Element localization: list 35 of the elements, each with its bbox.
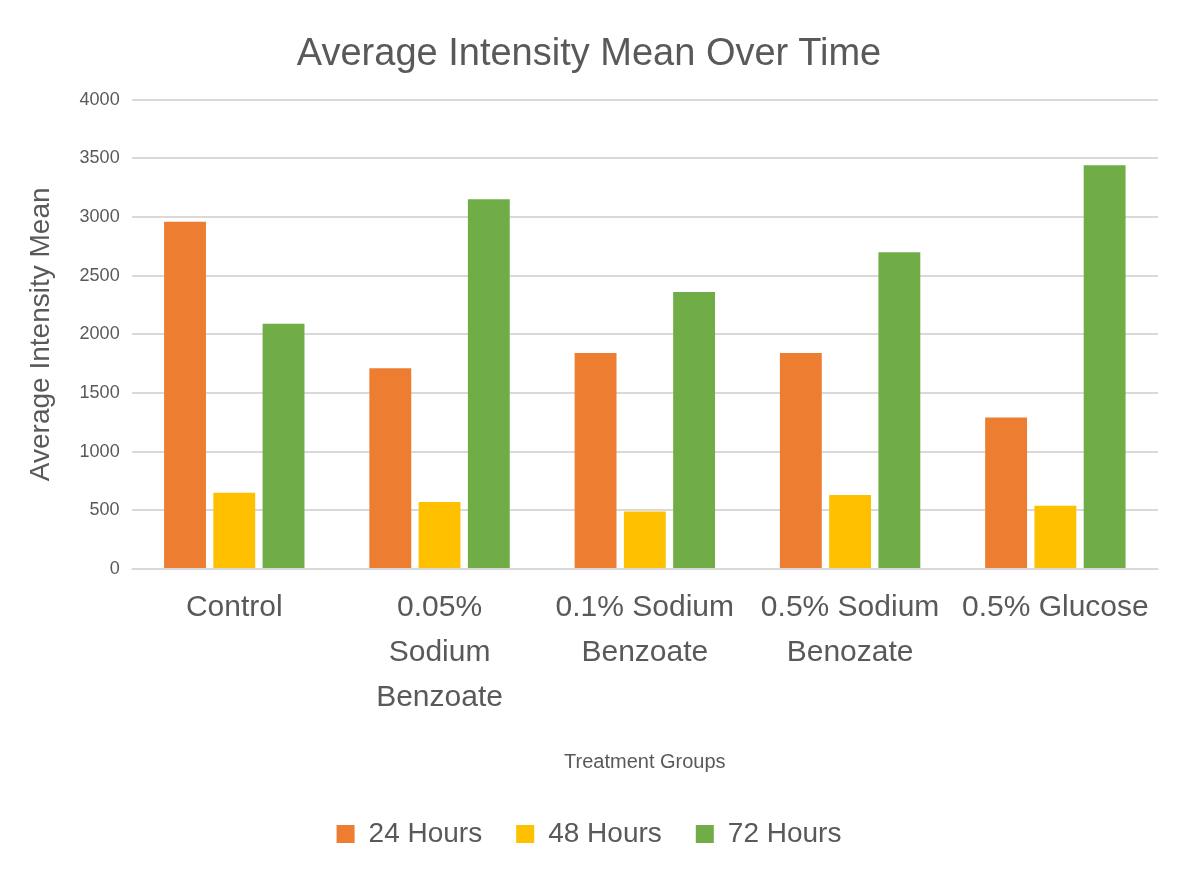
bar <box>369 368 412 568</box>
bar <box>418 502 461 568</box>
bar <box>985 417 1028 568</box>
y-axis-title: Average Intensity Mean <box>23 187 55 482</box>
x-tick-label: 0.5% Glucose <box>961 588 1149 622</box>
legend-label: 72 Hours <box>727 816 842 848</box>
y-tick-label: 1000 <box>79 440 120 461</box>
bar <box>262 323 305 568</box>
bar <box>574 353 617 568</box>
x-tick-label: 0.1% Sodium Benzoate <box>555 588 735 667</box>
y-tick-label: 3000 <box>79 205 120 226</box>
bar <box>623 511 666 568</box>
y-tick-label: 4000 <box>79 88 120 109</box>
bar <box>213 492 256 568</box>
legend-label: 24 Hours <box>368 816 483 848</box>
bar <box>878 252 921 568</box>
bar <box>673 292 716 568</box>
y-tick-label: 2000 <box>79 323 120 344</box>
x-tick-label: Control <box>185 588 283 622</box>
chart-title: Average Intensity Mean Over Time <box>296 31 882 74</box>
legend-label: 48 Hours <box>548 816 662 848</box>
y-tick-label: 2500 <box>79 264 120 285</box>
y-tick-label: 3500 <box>79 147 120 168</box>
bar <box>467 199 510 568</box>
y-tick-label: 1500 <box>79 381 120 402</box>
y-tick-label: 0 <box>109 557 120 578</box>
bar <box>829 495 872 568</box>
x-tick-label: 0.05% Sodium Benzoate <box>376 588 503 712</box>
bar <box>164 221 206 568</box>
bar <box>1034 505 1077 568</box>
x-axis-title: Treatment Groups <box>564 749 726 772</box>
x-tick-label: 0.5% Sodium Benozate <box>760 588 940 667</box>
bar <box>1083 165 1126 568</box>
y-tick-label: 500 <box>89 499 120 520</box>
bar <box>779 353 822 568</box>
